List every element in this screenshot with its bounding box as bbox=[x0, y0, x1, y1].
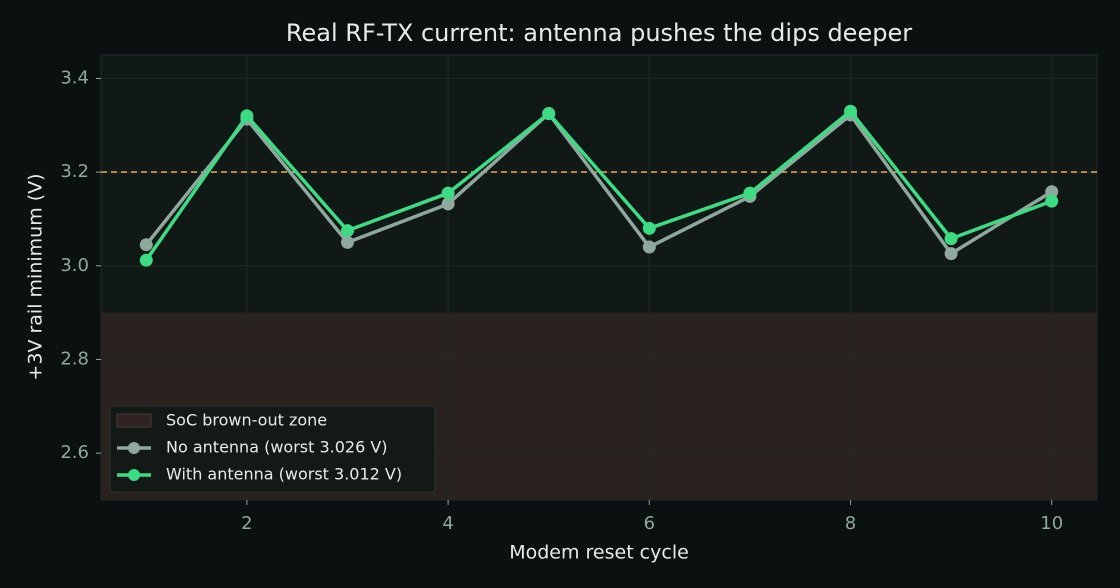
data-point bbox=[642, 240, 656, 254]
data-point bbox=[944, 247, 958, 261]
x-tick-label: 4 bbox=[442, 513, 453, 534]
legend-swatch bbox=[116, 413, 152, 428]
y-tick-label: 3.0 bbox=[60, 255, 89, 276]
legend-label: No antenna (worst 3.026 V) bbox=[166, 438, 388, 457]
x-tick-label: 8 bbox=[845, 513, 856, 534]
legend-marker bbox=[128, 442, 140, 454]
data-point bbox=[542, 107, 556, 121]
chart-title: Real RF-TX current: antenna pushes the d… bbox=[286, 19, 912, 47]
data-point bbox=[642, 221, 656, 235]
x-tick-label: 6 bbox=[644, 513, 655, 534]
data-point bbox=[743, 186, 757, 200]
data-point bbox=[139, 238, 153, 252]
y-tick-label: 3.4 bbox=[60, 67, 89, 88]
data-point bbox=[844, 104, 858, 118]
y-tick-label: 3.2 bbox=[60, 161, 89, 182]
series-line bbox=[144, 111, 1053, 256]
data-point bbox=[340, 235, 354, 249]
data-point bbox=[1045, 185, 1059, 199]
legend-marker bbox=[128, 469, 140, 481]
x-axis-label: Modem reset cycle bbox=[509, 542, 689, 564]
data-point bbox=[1045, 194, 1059, 208]
data-point bbox=[139, 253, 153, 267]
data-point bbox=[340, 224, 354, 238]
legend-box bbox=[109, 405, 436, 493]
y-tick-label: 2.8 bbox=[60, 348, 89, 369]
x-tick-label: 10 bbox=[1040, 513, 1063, 534]
data-point bbox=[441, 186, 455, 200]
data-point bbox=[944, 232, 958, 246]
data-point bbox=[441, 197, 455, 211]
y-tick-label: 2.6 bbox=[60, 442, 89, 463]
series-line bbox=[144, 109, 1053, 262]
legend-label: SoC brown-out zone bbox=[166, 411, 327, 430]
x-tick-label: 2 bbox=[241, 513, 252, 534]
data-point bbox=[240, 109, 254, 123]
y-axis-label: +3V rail minimum (V) bbox=[25, 173, 47, 380]
legend-label: With antenna (worst 3.012 V) bbox=[166, 465, 402, 484]
